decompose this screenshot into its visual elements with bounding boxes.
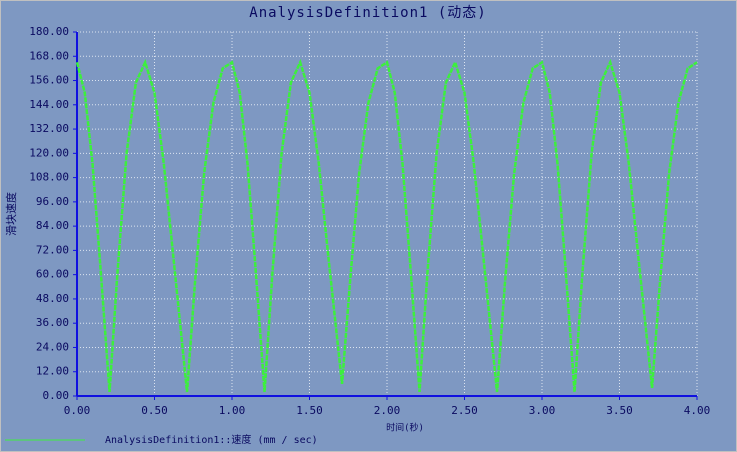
y-tick-label: 168.00 [29, 49, 69, 62]
y-tick-label: 0.00 [43, 389, 70, 402]
y-tick-label: 156.00 [29, 74, 69, 87]
x-tick-label: 3.50 [606, 404, 633, 417]
x-axis-label: 时间(秒) [386, 422, 424, 434]
x-tick-label: 1.50 [296, 404, 323, 417]
y-tick-label: 12.00 [36, 365, 69, 378]
x-tick-label: 3.00 [529, 404, 556, 417]
y-tick-label: 84.00 [36, 219, 69, 232]
x-tick-label: 1.00 [219, 404, 246, 417]
y-tick-label: 144.00 [29, 98, 69, 111]
x-tick-label: 4.00 [684, 404, 711, 417]
y-tick-label: 120.00 [29, 146, 69, 159]
y-tick-label: 96.00 [36, 195, 69, 208]
data-line [75, 58, 698, 393]
x-tick-label: 2.50 [451, 404, 478, 417]
y-tick-label: 48.00 [36, 292, 69, 305]
y-tick-label: 36.00 [36, 316, 69, 329]
y-tick-label: 132.00 [29, 122, 69, 135]
y-axis-label: 滑块速度 [4, 192, 18, 236]
y-tick-label: 60.00 [36, 268, 69, 281]
legend-label: AnalysisDefinition1::速度 (mm / sec) [105, 433, 318, 446]
chart-title: AnalysisDefinition1 (动态) [249, 5, 486, 21]
x-tick-label: 0.50 [141, 404, 168, 417]
y-tick-label: 180.00 [29, 25, 69, 38]
y-tick-label: 24.00 [36, 340, 69, 353]
x-tick-label: 2.00 [374, 404, 401, 417]
x-tick-label: 0.00 [64, 404, 91, 417]
y-tick-label: 108.00 [29, 171, 69, 184]
y-tick-label: 72.00 [36, 243, 69, 256]
